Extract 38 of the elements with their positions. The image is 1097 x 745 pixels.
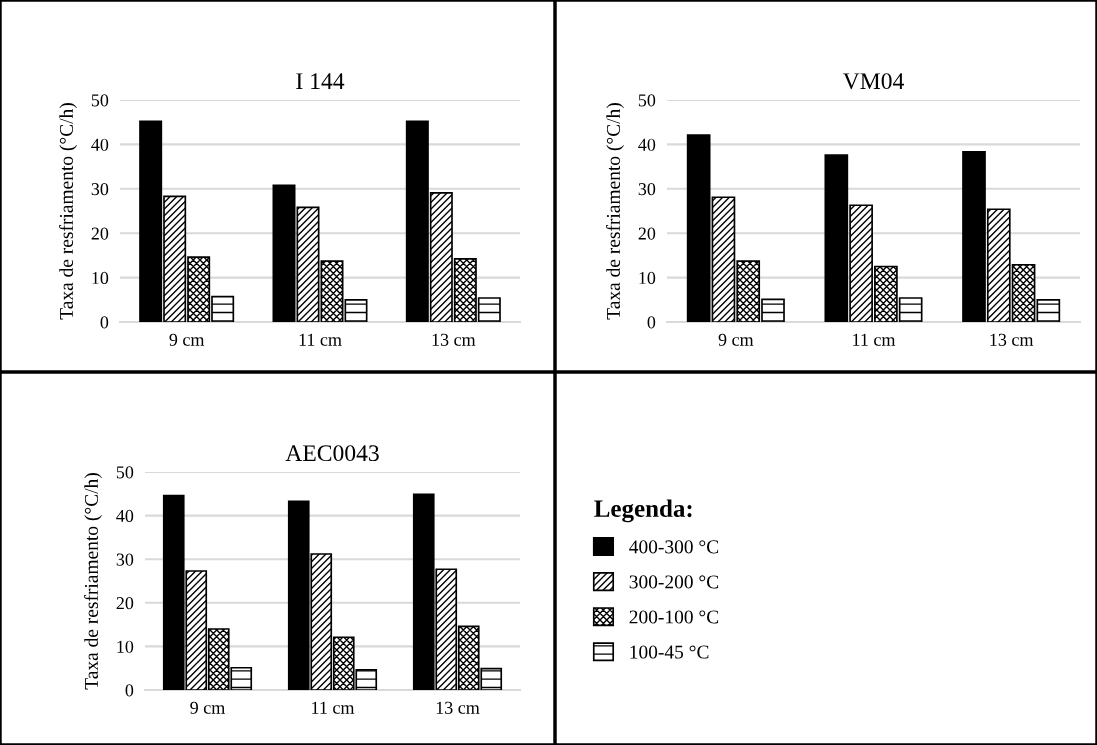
- y-tick-label: 30: [638, 183, 656, 196]
- y-tick-label: 40: [91, 138, 109, 151]
- legend-label: 300-200 °C: [629, 575, 719, 589]
- x-tick-label: 13 cm: [436, 701, 480, 714]
- x-tick-label: 13 cm: [432, 333, 476, 346]
- y-tick-label: 20: [116, 597, 134, 610]
- y-tick-label: 0: [125, 684, 134, 697]
- x-tick-label: 11 cm: [312, 701, 355, 714]
- y-axis-title: Taxa de resfriamento (°C/h): [84, 473, 102, 690]
- x-tick-label: 9 cm: [190, 701, 226, 714]
- y-tick-label: 10: [92, 271, 109, 285]
- y-tick-label: 0: [100, 316, 109, 329]
- x-tick-label: 9 cm: [169, 333, 205, 346]
- y-tick-label: 40: [638, 138, 656, 151]
- legend-label: 400-300 °C: [629, 540, 719, 554]
- chart-title: I 144: [296, 73, 345, 89]
- x-tick-label: 11 cm: [299, 333, 342, 346]
- y-axis-title: Taxa de resfriamento (°C/h): [59, 103, 77, 320]
- y-tick-label: 40: [116, 509, 134, 523]
- y-tick-label: 30: [91, 183, 109, 196]
- y-tick-label: 20: [638, 227, 656, 240]
- chart-title: AEC0043: [285, 445, 379, 462]
- y-axis-title: Taxa de resfriamento (°C/h): [606, 103, 624, 320]
- y-tick-label: 50: [91, 94, 109, 107]
- y-tick-label: 50: [638, 94, 656, 107]
- x-tick-label: 11 cm: [853, 333, 896, 346]
- y-tick-label: 20: [91, 227, 109, 240]
- x-tick-label: 13 cm: [990, 333, 1034, 346]
- legend-title: Legenda:: [594, 499, 692, 523]
- x-tick-label: 9 cm: [718, 333, 754, 346]
- y-tick-label: 10: [639, 271, 656, 285]
- y-tick-label: 0: [647, 316, 656, 329]
- y-tick-label: 30: [116, 553, 134, 566]
- chart-title: VM04: [842, 73, 904, 90]
- y-tick-label: 50: [116, 466, 134, 479]
- y-tick-label: 10: [117, 640, 134, 653]
- legend-label: 100-45 °C: [630, 645, 709, 659]
- legend-label: 200-100 °C: [629, 610, 719, 624]
